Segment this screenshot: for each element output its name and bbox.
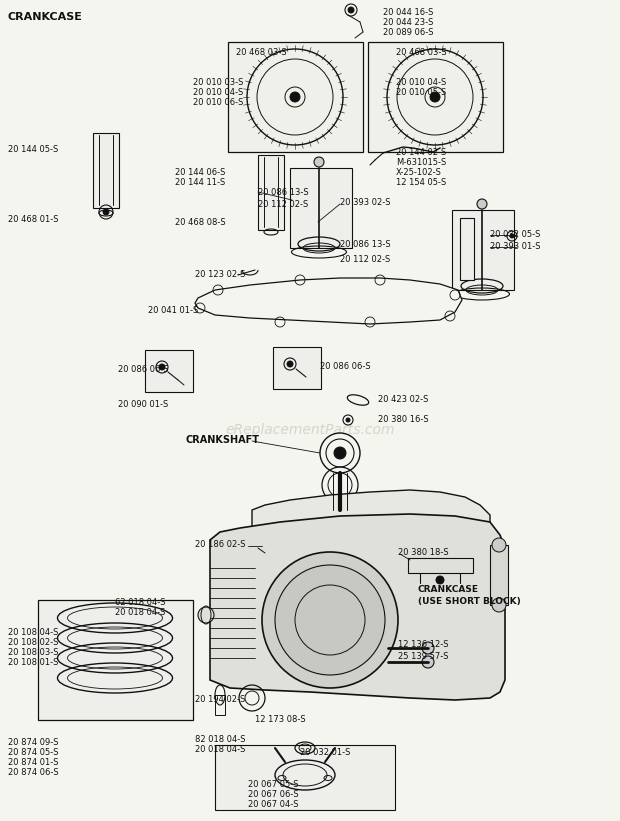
Text: 20 144 06-S: 20 144 06-S	[175, 168, 226, 177]
Bar	[93, 133, 119, 208]
Text: 20 010 06-S: 20 010 06-S	[193, 98, 244, 107]
Bar	[215, 745, 395, 810]
Circle shape	[430, 92, 440, 102]
Text: 20 380 16-S: 20 380 16-S	[378, 415, 428, 424]
Text: 20 086 13-S: 20 086 13-S	[258, 188, 309, 197]
Text: 20 044 16-S: 20 044 16-S	[383, 8, 433, 17]
Text: 20 010 04-S: 20 010 04-S	[396, 78, 446, 87]
Bar	[290, 168, 352, 248]
Text: 20 086 06-S: 20 086 06-S	[118, 365, 169, 374]
Text: 62 018 04-S: 62 018 04-S	[115, 598, 166, 607]
Circle shape	[314, 157, 324, 167]
Text: 20 393 02-S: 20 393 02-S	[340, 198, 391, 207]
Text: 20 041 01-S: 20 041 01-S	[148, 306, 198, 315]
Text: 20 468 03-S: 20 468 03-S	[236, 48, 286, 57]
Text: 25 139 57-S: 25 139 57-S	[398, 652, 448, 661]
Bar	[215, 695, 225, 715]
Circle shape	[422, 656, 434, 668]
Bar	[460, 218, 474, 280]
Text: 20 067 05-S: 20 067 05-S	[248, 780, 298, 789]
Circle shape	[348, 7, 354, 13]
Text: 20 144 05-S: 20 144 05-S	[8, 145, 58, 154]
Text: CRANKCASE: CRANKCASE	[418, 585, 479, 594]
Text: 20 010 05-S: 20 010 05-S	[396, 88, 446, 97]
Circle shape	[334, 447, 346, 459]
Circle shape	[198, 607, 214, 623]
Circle shape	[290, 92, 300, 102]
Text: 12 136 12-S: 12 136 12-S	[398, 640, 448, 649]
Text: 20 089 06-S: 20 089 06-S	[383, 28, 433, 37]
Bar	[273, 347, 321, 389]
Polygon shape	[210, 514, 505, 700]
Text: 20 874 09-S: 20 874 09-S	[8, 738, 58, 747]
Text: 20 108 03-S: 20 108 03-S	[8, 648, 58, 657]
Text: 20 108 01-S: 20 108 01-S	[8, 658, 58, 667]
Text: 20 032 05-S: 20 032 05-S	[490, 230, 541, 239]
Circle shape	[159, 364, 165, 370]
Text: 20 018 04-S: 20 018 04-S	[115, 608, 166, 617]
Text: 20 186 02-S: 20 186 02-S	[195, 540, 246, 549]
Text: 20 032 01-S: 20 032 01-S	[300, 748, 350, 757]
Text: 82 018 04-S: 82 018 04-S	[195, 735, 246, 744]
Circle shape	[287, 361, 293, 367]
Circle shape	[262, 552, 398, 688]
Circle shape	[492, 598, 506, 612]
Circle shape	[492, 538, 506, 552]
Text: 20 874 05-S: 20 874 05-S	[8, 748, 58, 757]
Circle shape	[275, 565, 385, 675]
Circle shape	[346, 418, 350, 422]
Text: 20 423 02-S: 20 423 02-S	[378, 395, 428, 404]
Text: 20 123 02-S: 20 123 02-S	[195, 270, 246, 279]
Text: 20 010 04-S: 20 010 04-S	[193, 88, 243, 97]
Circle shape	[422, 642, 434, 654]
Circle shape	[477, 199, 487, 209]
Text: eReplacementParts.com: eReplacementParts.com	[225, 423, 395, 437]
Text: 20 194 02-S: 20 194 02-S	[195, 695, 246, 704]
Circle shape	[103, 209, 109, 215]
Bar	[408, 558, 473, 573]
Text: 20 086 06-S: 20 086 06-S	[320, 362, 371, 371]
Text: 20 393 01-S: 20 393 01-S	[490, 242, 541, 251]
Text: 20 468 08-S: 20 468 08-S	[175, 218, 226, 227]
Bar	[368, 42, 503, 152]
Text: 20 086 13-S: 20 086 13-S	[340, 240, 391, 249]
Text: 20 044 23-S: 20 044 23-S	[383, 18, 433, 27]
Polygon shape	[195, 278, 462, 324]
Text: CRANKCASE: CRANKCASE	[8, 12, 83, 22]
Bar	[258, 155, 284, 230]
Text: 20 380 18-S: 20 380 18-S	[398, 548, 449, 557]
Circle shape	[510, 234, 514, 238]
Text: 20 468 03-S: 20 468 03-S	[396, 48, 446, 57]
Text: 20 067 04-S: 20 067 04-S	[248, 800, 298, 809]
Bar	[452, 210, 514, 290]
Text: 20 468 01-S: 20 468 01-S	[8, 215, 58, 224]
Text: 12 154 05-S: 12 154 05-S	[396, 178, 446, 187]
Text: (USE SHORT BLOCK): (USE SHORT BLOCK)	[418, 597, 521, 606]
Text: 20 108 02-S: 20 108 02-S	[8, 638, 58, 647]
Text: 20 090 01-S: 20 090 01-S	[118, 400, 168, 409]
Text: 20 067 06-S: 20 067 06-S	[248, 790, 299, 799]
Bar	[145, 350, 193, 392]
Text: 12 173 08-S: 12 173 08-S	[255, 715, 306, 724]
Text: M-631015-S: M-631015-S	[396, 158, 446, 167]
Text: 20 874 01-S: 20 874 01-S	[8, 758, 58, 767]
Text: 20 144 02-S: 20 144 02-S	[396, 148, 446, 157]
Text: 20 112 02-S: 20 112 02-S	[258, 200, 308, 209]
Polygon shape	[252, 490, 490, 542]
Text: 20 874 06-S: 20 874 06-S	[8, 768, 59, 777]
Text: X-25-102-S: X-25-102-S	[396, 168, 442, 177]
Bar	[38, 600, 193, 720]
Bar	[490, 545, 508, 605]
Bar	[228, 42, 363, 152]
Text: 20 108 04-S: 20 108 04-S	[8, 628, 58, 637]
Text: CRANKSHAFT: CRANKSHAFT	[185, 435, 259, 445]
Text: 20 112 02-S: 20 112 02-S	[340, 255, 390, 264]
Text: 20 010 03-S: 20 010 03-S	[193, 78, 244, 87]
Text: 20 144 11-S: 20 144 11-S	[175, 178, 225, 187]
Circle shape	[436, 576, 444, 584]
Text: 20 018 04-S: 20 018 04-S	[195, 745, 246, 754]
